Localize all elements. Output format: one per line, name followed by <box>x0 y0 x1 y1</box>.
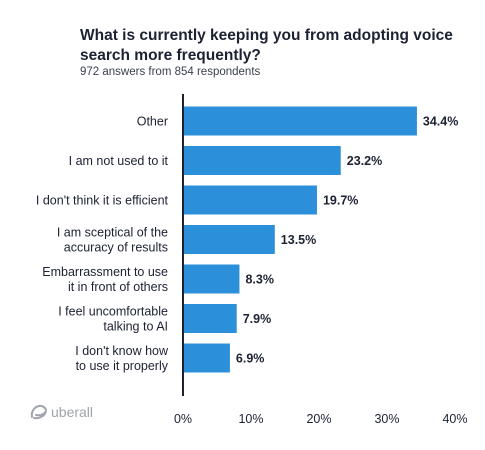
category-label-3: I am sceptical of the accuracy of results <box>57 226 168 255</box>
bar-6 <box>184 343 230 373</box>
x-tick-label-2: 20% <box>306 412 331 426</box>
value-label-1: 23.2% <box>347 154 382 168</box>
uberall-logo: uberall <box>30 404 93 420</box>
bar-2 <box>184 185 317 215</box>
x-tick-label-0: 0% <box>174 412 192 426</box>
category-label-2: I don't think it is efficient <box>36 194 169 208</box>
value-label-6: 6.9% <box>236 352 264 366</box>
category-label-5: I feel uncomfortable talking to AI <box>58 305 168 334</box>
category-label-line: I don't think it is efficient <box>36 194 169 208</box>
uberall-logo-icon <box>30 404 47 420</box>
category-label-line: Embarrassment to use <box>42 265 168 279</box>
category-label-line: I am not used to it <box>69 154 169 168</box>
value-label-0: 34.4% <box>423 115 458 129</box>
value-label-3: 13.5% <box>281 233 316 247</box>
category-label-line: it in front of others <box>68 280 168 294</box>
category-label-1: I am not used to it <box>69 154 169 168</box>
category-label-line: I am sceptical of the <box>57 226 168 240</box>
category-label-line: I feel uncomfortable <box>58 305 168 319</box>
bar-3 <box>184 225 275 254</box>
value-label-4: 8.3% <box>245 273 274 287</box>
bar-1 <box>184 146 341 175</box>
category-label-0: Other <box>137 115 168 129</box>
bar-4 <box>184 264 240 294</box>
x-tick-label-1: 10% <box>238 412 263 426</box>
x-tick-label-3: 30% <box>374 412 399 426</box>
value-label-5: 7.9% <box>243 312 272 326</box>
category-label-line: talking to AI <box>103 320 168 334</box>
category-label-line: accuracy of results <box>64 241 168 255</box>
bar-0 <box>184 106 417 136</box>
chart-subtitle: 972 answers from 854 respondents <box>80 66 261 78</box>
x-tick-label-4: 40% <box>442 412 467 426</box>
chart-title: What is currently keeping you from adopt… <box>80 27 453 64</box>
value-label-2: 19.7% <box>323 194 358 208</box>
category-label-6: I don't know how to use it properly <box>75 344 169 373</box>
category-label-line: I don't know how <box>75 344 169 358</box>
category-label-4: Embarrassment to use it in front of other… <box>42 265 168 294</box>
logo-text: uberall <box>51 404 94 420</box>
category-label-line: Other <box>137 115 168 129</box>
bar-5 <box>184 304 237 333</box>
category-label-line: to use it properly <box>76 359 169 373</box>
